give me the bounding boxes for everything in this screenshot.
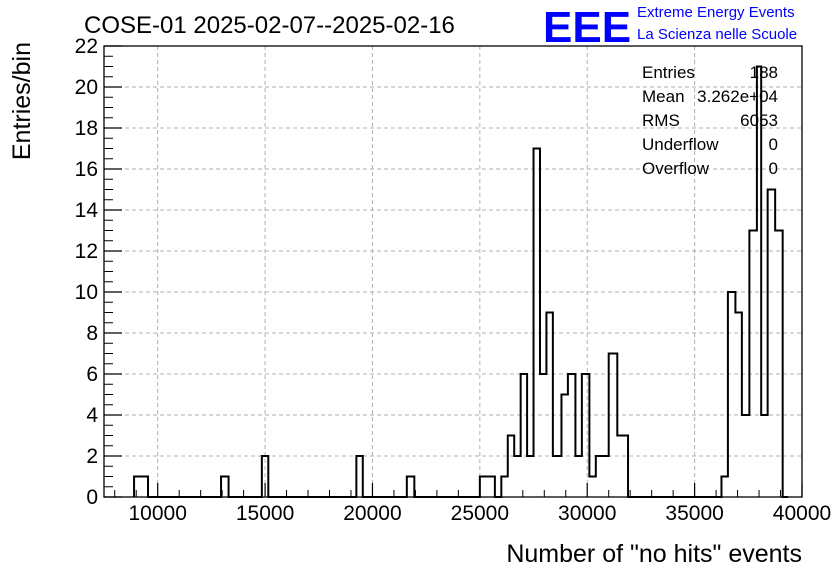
grid: [104, 45, 803, 498]
stats-rms-label: RMS: [642, 111, 680, 130]
logo-line2: La Scienza nelle Scuole: [637, 26, 797, 43]
y-tick-label: 20: [75, 76, 98, 99]
y-tick-label: 14: [75, 199, 99, 222]
x-tick-label: 15000: [236, 502, 294, 525]
x-tick-label: 30000: [558, 502, 616, 525]
logo: EEE Extreme Energy Events La Scienza nel…: [543, 3, 797, 52]
x-tick-label: 20000: [343, 502, 401, 525]
x-tick-label: 25000: [451, 502, 509, 525]
x-axis-label: Number of "no hits" events: [506, 540, 802, 568]
stats-mean-label: Mean: [642, 87, 685, 106]
logo-line1: Extreme Energy Events: [637, 4, 795, 21]
stats-overflow-value: 0: [769, 159, 778, 178]
x-tick-label: 40000: [773, 502, 831, 525]
y-tick-label: 22: [75, 35, 98, 58]
y-tick-label: 10: [75, 281, 98, 304]
y-tick-label: 16: [75, 158, 98, 181]
y-tick-label: 18: [75, 117, 98, 140]
y-tick-label: 6: [86, 363, 98, 386]
stats-entries-label: Entries: [642, 63, 695, 82]
stats-mean-value: 3.262e+04: [697, 87, 778, 106]
x-tick-label: 10000: [128, 502, 186, 525]
x-tick-label: 35000: [665, 502, 723, 525]
stats-overflow-label: Overflow: [642, 159, 710, 178]
chart-title: COSE-01 2025-02-07--2025-02-16: [84, 12, 455, 39]
histogram-series: [133, 65, 789, 498]
y-tick-label: 2: [86, 445, 98, 468]
stats-underflow-label: Underflow: [642, 135, 719, 154]
plot-frame: [103, 45, 803, 498]
y-axis-label: Entries/bin: [8, 42, 36, 160]
stats-entries-value: 188: [750, 63, 778, 82]
y-tick-label: 4: [86, 404, 98, 427]
axis-ticks: 10000 15000 20000 25000 30000 35000 40000 0 2 4 6 8…: [75, 35, 832, 525]
logo-mark: EEE: [543, 3, 631, 52]
stats-box: Entries 188 Mean 3.262e+04 RMS 6053 Unde…: [642, 63, 778, 178]
y-tick-label: 12: [75, 240, 98, 263]
y-tick-label: 8: [86, 322, 98, 345]
stats-rms-value: 6053: [740, 111, 778, 130]
stats-underflow-value: 0: [769, 135, 778, 154]
y-tick-label: 0: [86, 486, 98, 509]
